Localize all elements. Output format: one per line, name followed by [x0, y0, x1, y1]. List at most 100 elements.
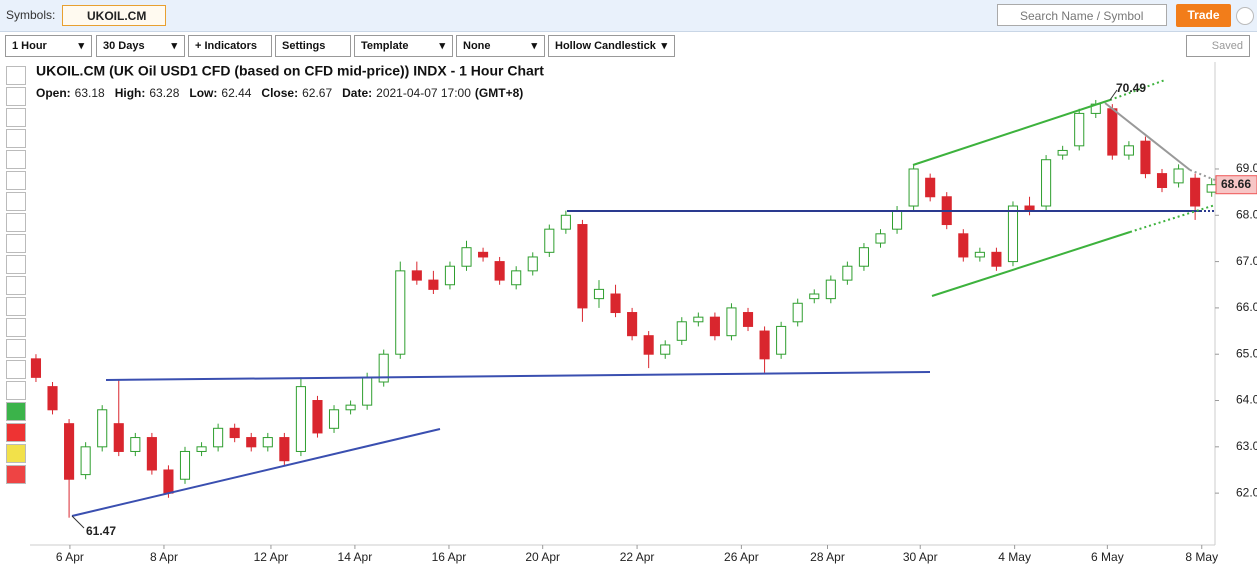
candle-body [610, 293, 621, 314]
candle-body [660, 344, 671, 355]
x-tick-label: 20 Apr [525, 550, 560, 564]
search-input[interactable]: Search Name / Symbol [997, 4, 1167, 26]
x-tick-label: 4 May [998, 550, 1031, 564]
info-label: High: [115, 86, 146, 100]
y-tick-label: 67.00 [1236, 254, 1257, 268]
candle-body [345, 404, 356, 411]
tool[interactable] [6, 87, 26, 106]
tool[interactable] [6, 381, 26, 400]
info-value: 62.67 [302, 86, 332, 100]
tool[interactable] [6, 444, 26, 463]
candle-body [776, 325, 787, 355]
candle-body [875, 233, 886, 244]
tool[interactable] [6, 318, 26, 337]
chart-title: UKOIL.CM (UK Oil USD1 CFD (based on CFD … [36, 63, 544, 79]
candle-body [627, 312, 638, 337]
info-label: Date: [342, 86, 372, 100]
candle-body [809, 293, 820, 300]
candle-body [726, 307, 737, 337]
tool[interactable] [6, 192, 26, 211]
tool[interactable] [6, 339, 26, 358]
tool[interactable] [6, 402, 26, 421]
x-tick-label: 8 May [1185, 550, 1218, 564]
candle-body [1041, 159, 1052, 207]
range-select[interactable]: 30 Days [96, 35, 185, 57]
candle-body [1156, 173, 1168, 188]
candle-body [179, 450, 191, 480]
candle-body [825, 279, 836, 300]
trend-line [71, 428, 441, 517]
tool[interactable] [6, 150, 26, 169]
candle-body [30, 358, 42, 378]
x-tick-label: 14 Apr [338, 550, 373, 564]
candle-body [958, 233, 969, 258]
tool[interactable] [6, 297, 26, 316]
tool[interactable] [6, 465, 26, 484]
candle-body [742, 312, 754, 327]
trend-line [931, 231, 1131, 297]
settings-button[interactable]: Settings [275, 35, 351, 57]
tool[interactable] [6, 213, 26, 232]
x-tick-label: 6 May [1091, 550, 1124, 564]
trend-lines [71, 79, 1216, 529]
tool[interactable] [6, 108, 26, 127]
tool[interactable] [6, 360, 26, 379]
candle-body [527, 256, 538, 272]
x-tick-label: 6 Apr [56, 550, 84, 564]
y-tick-label: 69.00 [1236, 161, 1257, 175]
timezone: (GMT+8) [475, 86, 523, 100]
candle-body [759, 330, 770, 360]
tool[interactable] [6, 234, 26, 253]
indicators-button[interactable]: + Indicators [188, 35, 272, 57]
template-select[interactable]: Template [354, 35, 453, 57]
candle-body [146, 437, 157, 471]
candle-body [593, 288, 605, 300]
trend-line [105, 371, 931, 381]
chart-style-select[interactable]: Hollow Candlestick [548, 35, 675, 57]
candle-body [213, 427, 224, 448]
candle-body [676, 321, 687, 341]
candle-body [130, 437, 141, 452]
trade-button[interactable]: Trade [1176, 4, 1231, 27]
x-tick-label: 16 Apr [432, 550, 467, 564]
tool[interactable] [6, 129, 26, 148]
pointer [1109, 89, 1118, 101]
saved-button[interactable]: Saved [1186, 35, 1250, 57]
candle-body [378, 353, 389, 383]
tool[interactable] [6, 423, 26, 442]
candle-body [295, 386, 306, 452]
y-tick-label: 65.00 [1236, 346, 1257, 360]
y-tick-label: 66.00 [1236, 300, 1257, 314]
trend-line [912, 99, 1111, 166]
tool[interactable] [6, 171, 26, 190]
price-annotation: 70.49 [1116, 81, 1146, 95]
candle-body [97, 409, 108, 448]
tool[interactable] [6, 276, 26, 295]
symbols-label: Symbols: [6, 8, 56, 22]
interval-select[interactable]: 1 Hour [5, 35, 92, 57]
candle-body [428, 279, 439, 290]
candle-body [328, 409, 340, 429]
none-select[interactable]: None [456, 35, 545, 57]
candle-body [395, 270, 406, 355]
candle-body [1206, 184, 1217, 193]
tool[interactable] [6, 255, 26, 274]
candle-body [511, 270, 522, 286]
candle-body [312, 400, 323, 434]
x-tick-label: 26 Apr [724, 550, 759, 564]
tool[interactable] [6, 66, 26, 85]
chart: UKOIL.CM (UK Oil USD1 CFD (based on CFD … [30, 62, 1257, 564]
info-value: 63.28 [149, 86, 179, 100]
candle-body [362, 376, 373, 406]
candle-body [1173, 168, 1184, 184]
candle-body [1024, 205, 1035, 212]
candle-body [47, 386, 58, 411]
candle-body [709, 316, 720, 337]
last-price: 68.66 [1221, 177, 1251, 191]
help-icon[interactable] [1236, 7, 1254, 25]
y-tick-label: 62.00 [1236, 485, 1257, 499]
symbol-input[interactable]: UKOIL.CM [62, 5, 166, 26]
info-value: 2021-04-07 17:00 [376, 86, 471, 100]
trend-line [1129, 204, 1216, 233]
